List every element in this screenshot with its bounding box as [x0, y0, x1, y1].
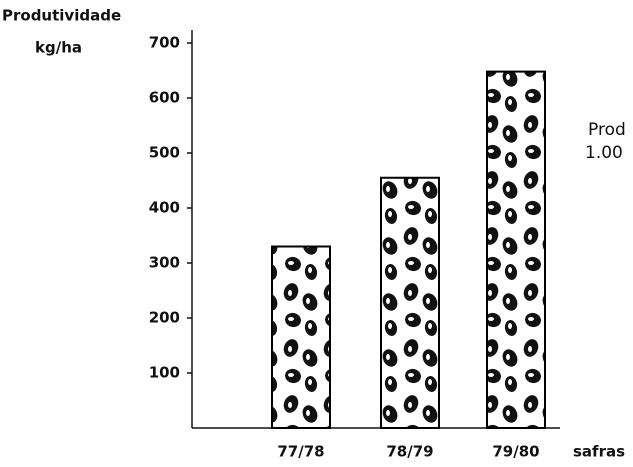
x-tick-label: 79/80: [492, 443, 539, 461]
x-axis-label: safras: [573, 443, 625, 461]
chart-title: Produtividade: [2, 7, 121, 25]
y-tick-label: 400: [149, 199, 180, 217]
bar: [272, 247, 330, 429]
bar: [487, 72, 545, 428]
annotation: Prod: [588, 120, 626, 140]
y-tick-label: 300: [149, 254, 180, 272]
y-axis-label: kg/ha: [35, 39, 82, 57]
y-tick-label: 600: [149, 89, 180, 107]
y-tick-label: 500: [149, 144, 180, 162]
y-tick-label: 700: [149, 34, 180, 52]
x-tick-label: 78/79: [386, 443, 433, 461]
bar: [381, 178, 439, 428]
y-tick-label: 100: [149, 364, 180, 382]
x-tick-label: 77/78: [277, 443, 324, 461]
annotation: 1.00: [585, 143, 623, 163]
y-tick-label: 200: [149, 309, 180, 327]
chart: Produtividade kg/ha safras Prod 1.00 100…: [0, 0, 633, 467]
